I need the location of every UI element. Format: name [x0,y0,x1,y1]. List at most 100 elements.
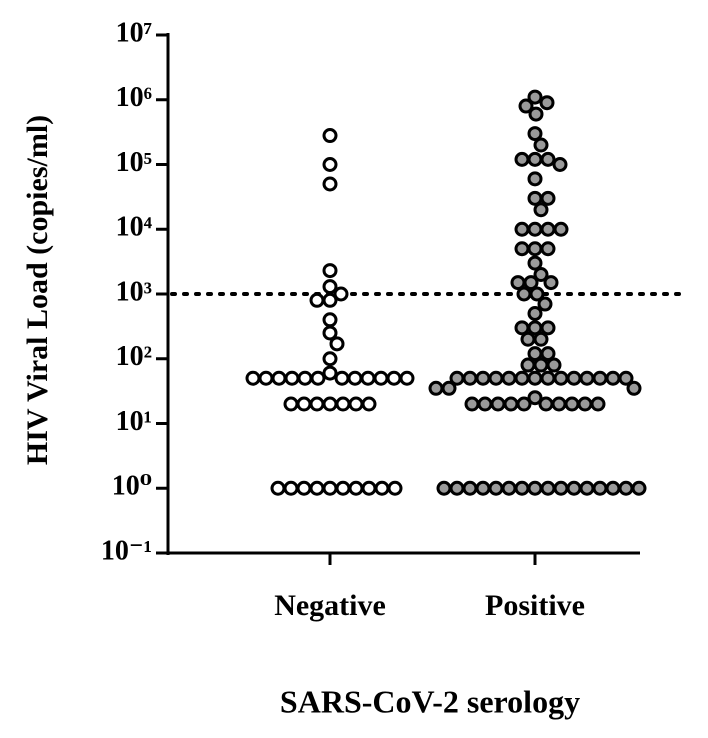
data-point [297,370,313,386]
data-point [540,241,556,257]
data-point [510,275,526,291]
data-point [553,221,569,237]
data-point [540,346,556,362]
data-point [540,151,556,167]
data-point [399,370,415,386]
x-axis-title: SARS-CoV-2 serology [280,683,580,719]
data-point [631,480,647,496]
data-point [527,126,543,142]
data-point [527,221,543,237]
data-point [533,331,549,347]
data-point [309,292,325,308]
data-point [322,480,338,496]
data-point [283,396,299,412]
y-tick-label: 10⁰ [112,471,152,502]
data-point [322,365,338,381]
y-tick-label: 10² [116,341,152,372]
data-point [361,396,377,412]
y-tick-label: 10⁶ [116,82,152,113]
x-tick-label: Negative [274,589,386,622]
data-point [503,396,519,412]
data-point [527,89,543,105]
data-point [335,480,351,496]
data-point [533,357,549,373]
data-point [436,480,452,496]
data-point [462,480,478,496]
data-point [329,336,345,352]
data-point [348,480,364,496]
data-point [540,190,556,206]
data-point [475,370,491,386]
data-point [540,370,556,386]
data-point [527,151,543,167]
data-point [579,480,595,496]
data-point [322,128,338,144]
data-point [373,370,389,386]
data-point [296,396,312,412]
data-point [270,480,286,496]
data-point [527,305,543,321]
data-point [553,370,569,386]
data-point [540,320,556,336]
data-point [258,370,274,386]
data-point [533,202,549,218]
data-point [271,370,287,386]
data-point [527,370,543,386]
data-point [533,267,549,283]
data-point [322,396,338,412]
data-point [284,370,300,386]
data-point [626,380,642,396]
data-point [334,370,350,386]
data-point [514,241,530,257]
y-tick-label: 10⁻¹ [101,535,152,566]
data-point [553,480,569,496]
data-point [551,396,567,412]
data-point [514,480,530,496]
data-point [618,370,634,386]
x-tick-label: Positive [485,589,585,622]
data-point [309,396,325,412]
data-point [514,370,530,386]
data-point [514,221,530,237]
data-point [361,480,377,496]
data-point [488,480,504,496]
data-point [538,396,554,412]
data-point [464,396,480,412]
data-point [347,370,363,386]
data-point [490,396,506,412]
data-point [283,480,299,496]
data-point [527,171,543,187]
data-point [428,380,444,396]
data-point [322,263,338,279]
data-point [566,480,582,496]
y-tick-label: 10⁴ [116,212,153,243]
data-point [566,370,582,386]
data-point [322,292,338,308]
y-tick-label: 10¹ [116,406,152,437]
data-point [514,151,530,167]
data-point [552,157,568,172]
data-point [449,370,465,386]
data-point [322,279,338,295]
data-point [516,396,532,412]
data-point [333,286,349,302]
data-point [527,241,543,257]
data-point [539,95,555,111]
data-point [528,106,544,122]
data-point [592,480,608,496]
data-point [518,98,534,114]
data-point [477,396,493,412]
data-point [386,370,402,386]
data-point [590,396,606,412]
data-point [546,357,562,373]
y-tick-label: 10⁵ [116,147,152,178]
data-point [577,396,593,412]
data-point [501,370,517,386]
data-point [605,480,621,496]
data-point [310,370,326,386]
data-point [540,480,556,496]
data-point [245,370,261,386]
data-point [360,370,376,386]
data-point [540,221,556,237]
data-point [296,480,312,496]
